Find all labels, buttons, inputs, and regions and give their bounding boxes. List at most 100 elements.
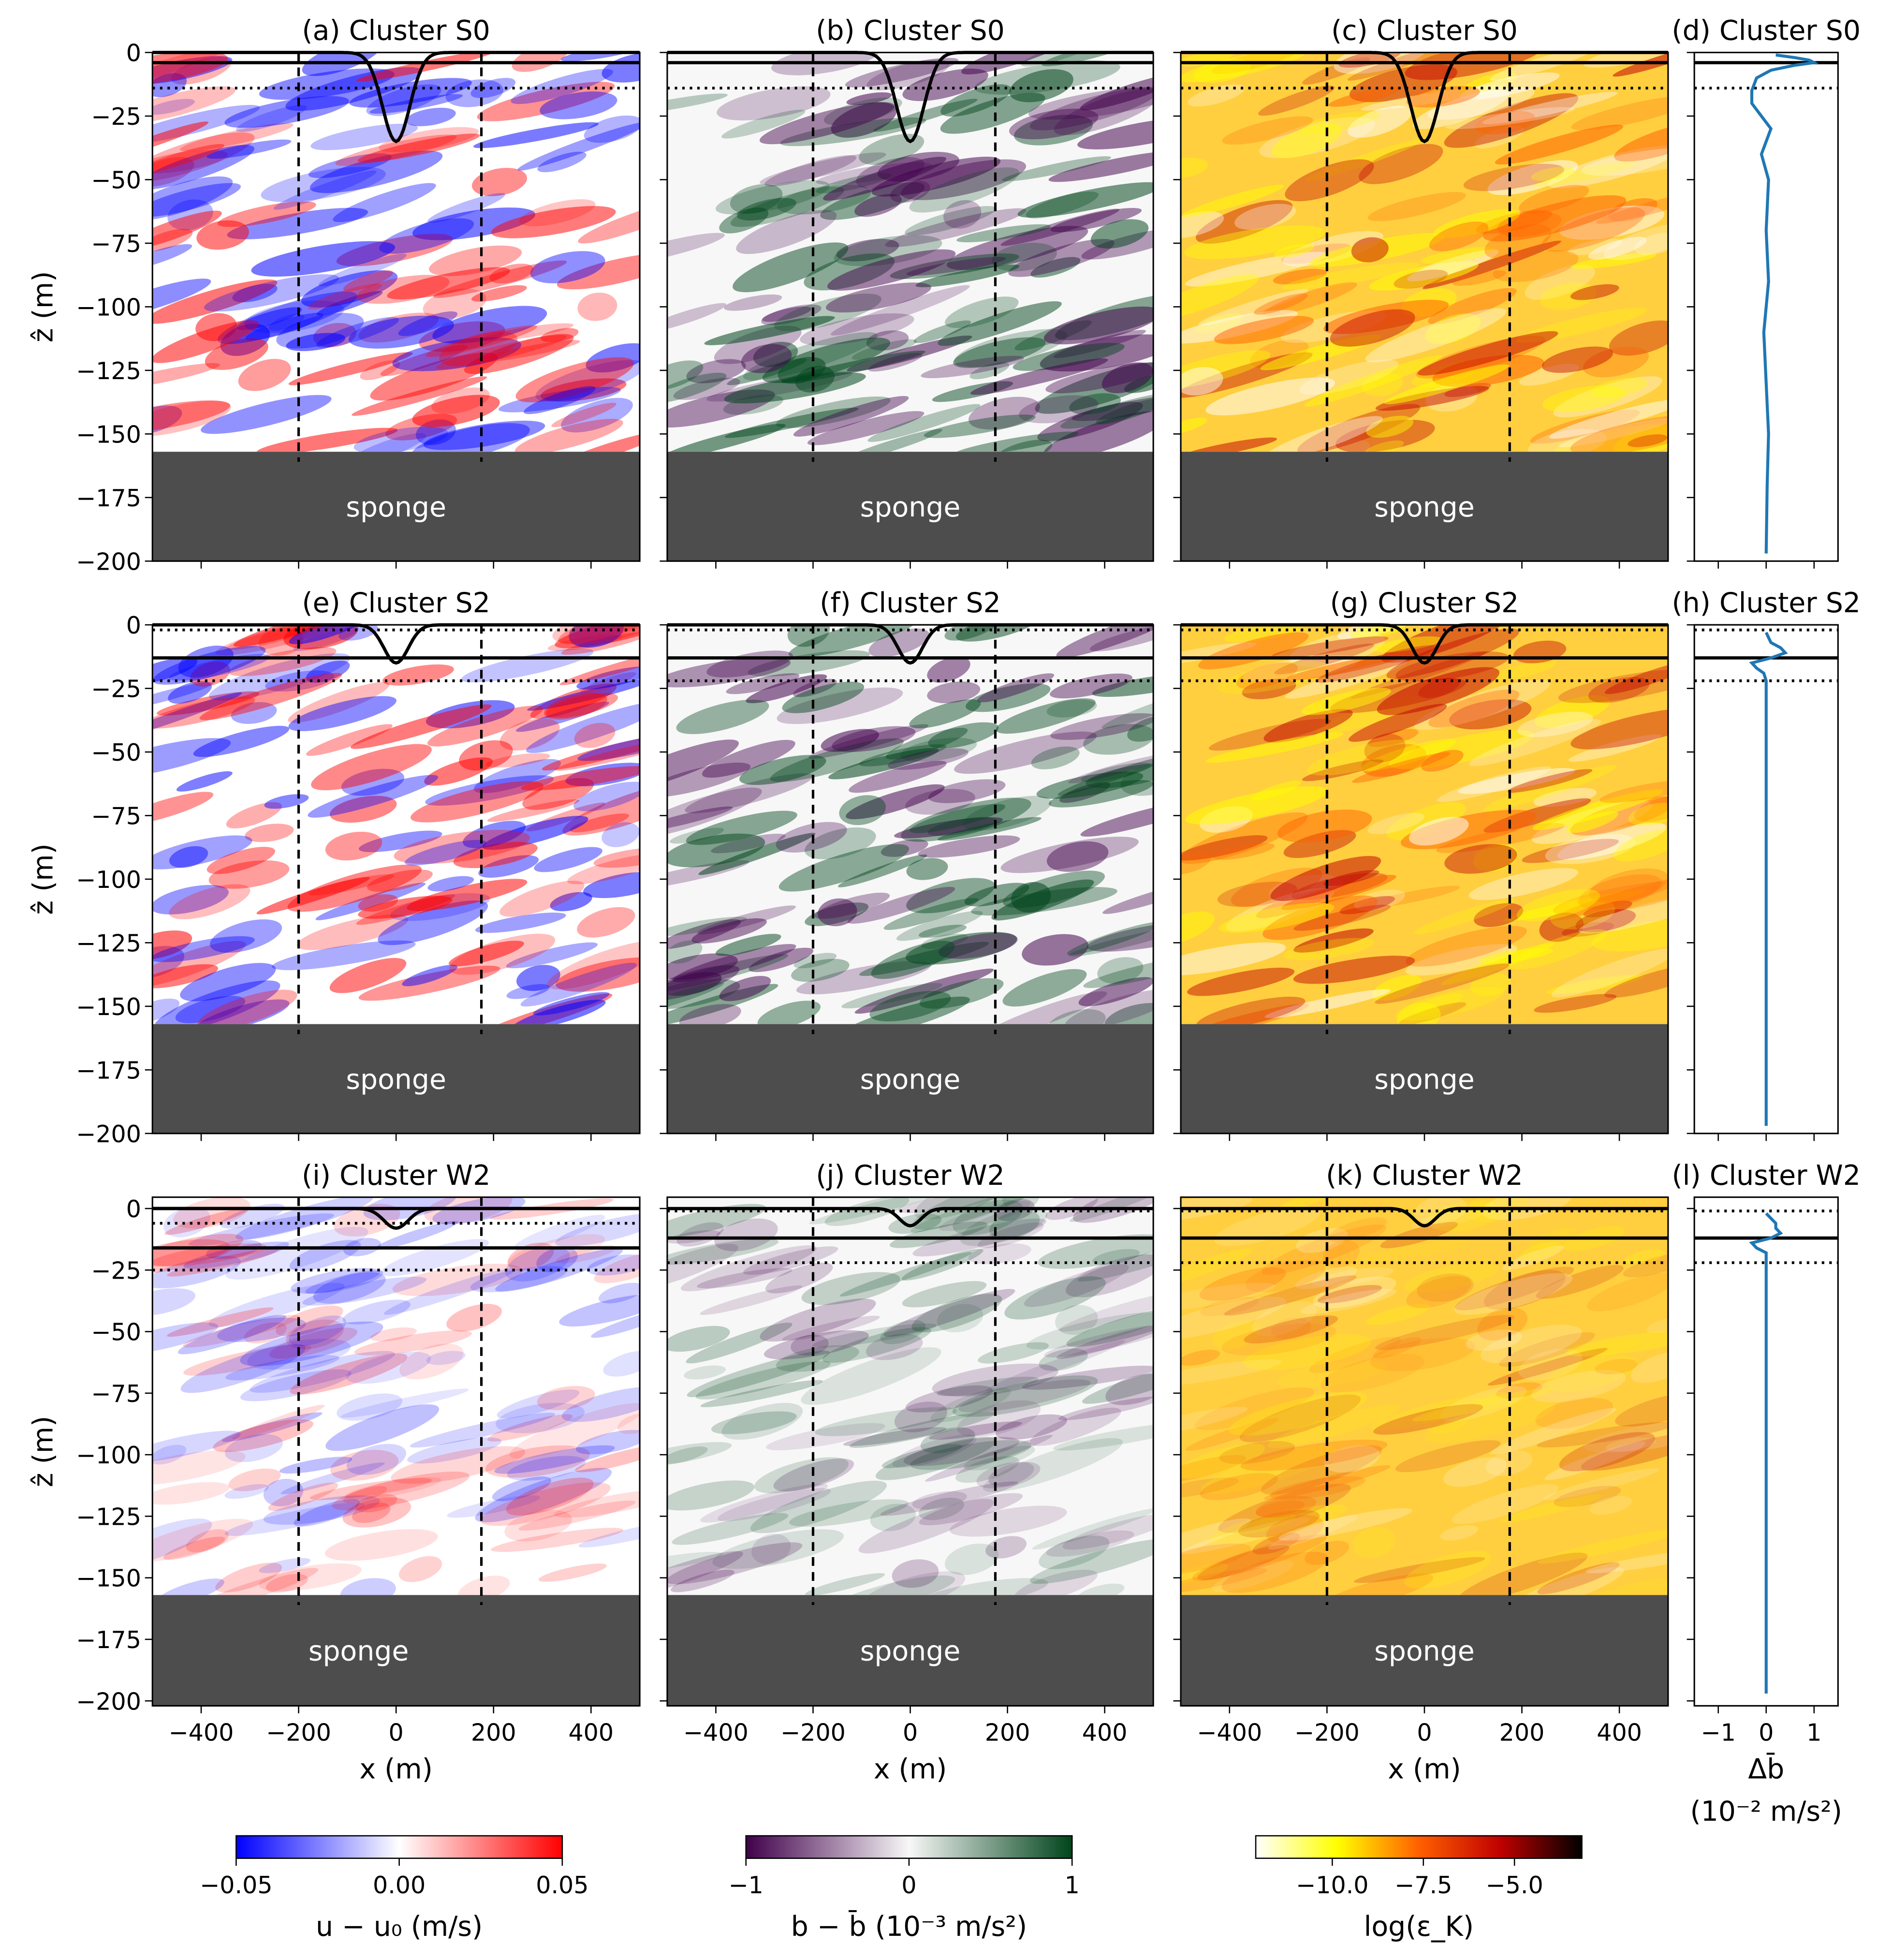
field-texture: [919, 978, 1004, 1009]
field-texture: [152, 400, 231, 437]
field-texture: [177, 1314, 286, 1355]
field-texture: [555, 1213, 640, 1247]
field-texture: [791, 1334, 829, 1356]
field-texture: [363, 1197, 457, 1221]
field-texture: [839, 429, 943, 452]
field-texture: [958, 1379, 1091, 1413]
field-texture: [288, 352, 413, 385]
field-texture: [584, 115, 640, 143]
field-texture: [724, 294, 782, 311]
field-texture: [527, 678, 640, 711]
field-texture: [356, 52, 495, 82]
field-texture: [823, 97, 902, 126]
field-texture: [473, 122, 599, 148]
profile-line: [1749, 632, 1788, 1126]
field-texture: [1296, 1228, 1348, 1253]
surface-profile: [152, 1207, 640, 1230]
field-texture: [1452, 270, 1506, 286]
field-texture: [915, 265, 1020, 287]
field-texture: [398, 1556, 442, 1582]
field-texture: [325, 1404, 440, 1451]
field-texture: [387, 267, 510, 300]
field-texture: [342, 1497, 411, 1528]
field-texture: [152, 1322, 219, 1355]
field-texture: [1229, 1392, 1367, 1436]
field-texture: [1517, 711, 1593, 737]
field-texture: [1092, 1249, 1140, 1265]
y-tick-label: −150: [76, 1564, 141, 1592]
field-texture: [818, 898, 857, 927]
field-texture: [1120, 764, 1154, 796]
field-texture: [231, 702, 277, 724]
field-texture: [163, 1207, 210, 1238]
field-texture: [1181, 1444, 1265, 1478]
field-texture: [871, 157, 1001, 197]
field-texture: [717, 86, 831, 121]
field-texture: [233, 625, 351, 647]
y-tick-label: −25: [91, 675, 141, 703]
field-texture: [928, 779, 1006, 803]
field-texture: [1567, 811, 1618, 833]
field-texture: [432, 306, 547, 344]
field-texture: [964, 883, 1029, 907]
field-texture: [352, 376, 487, 416]
y-tick-label: −150: [76, 993, 141, 1021]
field-texture: [1305, 1540, 1350, 1565]
field-texture: [1351, 237, 1389, 263]
field-texture: [263, 1479, 304, 1507]
x-axis-label: x (m): [874, 1753, 947, 1785]
field-texture: [946, 226, 1088, 270]
x-tick-label: 0: [1759, 1719, 1774, 1747]
field-texture: [1271, 1317, 1311, 1340]
field-texture: [1071, 394, 1154, 421]
field-texture: [549, 431, 640, 452]
field-texture: [1458, 1552, 1588, 1595]
field-texture: [1069, 1197, 1154, 1222]
field-texture: [1519, 185, 1589, 214]
field-texture: [1214, 316, 1314, 344]
field-texture: [565, 763, 640, 786]
field-texture: [481, 323, 574, 341]
field-texture: [404, 840, 486, 866]
field-texture: [1301, 688, 1391, 715]
field-texture: [224, 96, 349, 128]
field-texture: [168, 681, 212, 704]
field-texture: [152, 363, 220, 390]
field-texture: [667, 940, 703, 964]
field-texture: [977, 991, 1107, 1024]
field-texture: [943, 200, 982, 229]
field-texture: [308, 874, 395, 896]
field-texture: [737, 198, 796, 221]
field-texture: [711, 833, 786, 854]
field-texture: [1362, 373, 1403, 397]
field-texture: [1268, 1515, 1359, 1550]
field-texture: [1444, 383, 1491, 397]
field-texture: [1277, 810, 1372, 843]
sponge: [667, 1595, 1154, 1706]
field-texture: [1067, 921, 1154, 955]
field-texture: [1069, 393, 1121, 415]
field-texture: [602, 822, 640, 847]
field-texture: [1525, 265, 1595, 300]
field-texture: [1003, 870, 1105, 908]
field-texture: [733, 242, 849, 293]
field-texture: [429, 245, 522, 276]
field-texture: [1181, 437, 1277, 452]
sponge: [1181, 1024, 1668, 1134]
field-texture: [1546, 974, 1644, 994]
field-texture: [875, 1437, 997, 1480]
field-texture: [1000, 837, 1139, 873]
field-texture: [481, 1482, 611, 1526]
field-texture: [156, 1578, 224, 1595]
colorbar-tick-label: −5.0: [1486, 1871, 1543, 1899]
field-texture: [265, 670, 334, 692]
y-tick-label: −25: [91, 1256, 141, 1284]
field-texture: [686, 811, 797, 845]
field-texture: [1181, 417, 1207, 435]
field-texture: [1604, 660, 1668, 694]
field-texture: [343, 270, 394, 292]
field-texture: [1330, 309, 1415, 347]
field-texture: [301, 270, 398, 308]
field-texture: [1367, 192, 1466, 221]
field-texture: [471, 168, 527, 196]
